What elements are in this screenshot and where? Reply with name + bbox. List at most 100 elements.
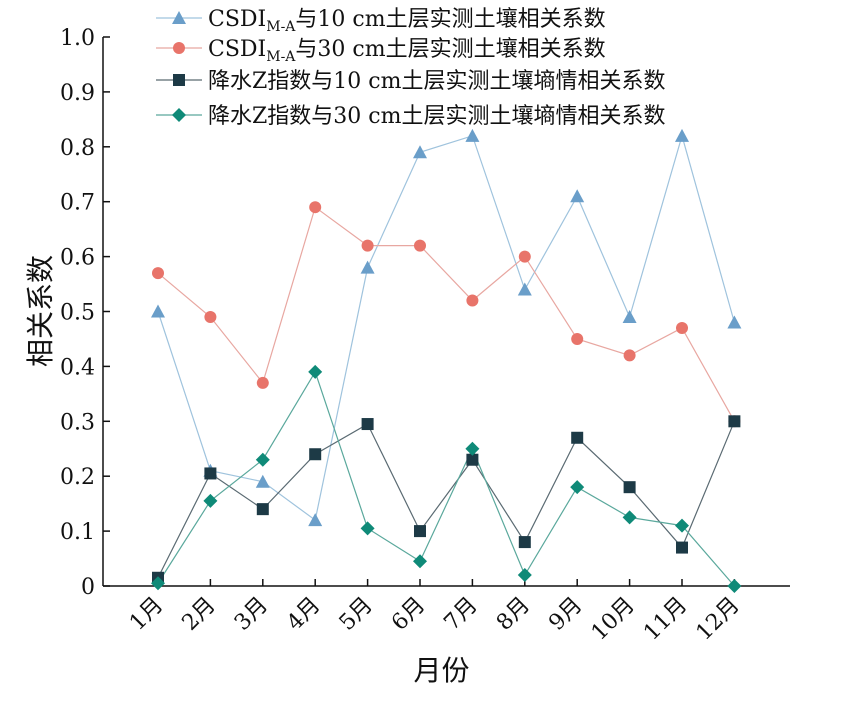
data-point — [256, 503, 269, 516]
y-tick-label: 0.6 — [60, 246, 95, 271]
data-point — [517, 282, 532, 296]
y-ticks: 0 0.1 0.2 0.3 0.4 0.5 0.6 0.7 0.8 0.9 1.0 — [60, 26, 110, 600]
data-point — [465, 441, 480, 456]
data-point — [676, 541, 688, 554]
y-tick-label: 0.4 — [60, 355, 95, 380]
data-point — [571, 431, 584, 444]
data-point — [675, 518, 689, 533]
data-point — [204, 310, 217, 323]
legend-marker — [172, 108, 186, 122]
legend-marker — [172, 11, 186, 24]
legend-item-1: CSDIM-A与10 cm土层实测土壤相关系数 — [156, 7, 606, 35]
series-line-3 — [157, 421, 735, 579]
data-point — [361, 418, 374, 431]
legend-label: 降水Z指数与10 cm土层实测土壤墒情相关系数 — [208, 69, 665, 94]
data-point — [413, 554, 427, 569]
data-point — [255, 452, 270, 467]
y-tick-label: 0.9 — [60, 81, 95, 106]
series-1-points — [151, 128, 742, 527]
x-tick-label: 8月 — [492, 593, 535, 636]
series-line-1 — [157, 133, 735, 522]
data-point — [360, 260, 375, 274]
x-tick-label: 4月 — [282, 593, 325, 636]
data-point — [413, 145, 427, 159]
data-point — [203, 493, 218, 508]
data-point — [360, 521, 375, 536]
series-2-points — [152, 201, 741, 428]
data-point — [204, 467, 217, 480]
x-axis-title: 月份 — [413, 654, 469, 687]
legend-item-2: CSDIM-A与30 cm土层实测土壤相关系数 — [156, 37, 606, 65]
y-tick-label: 0.2 — [60, 465, 95, 490]
legend-marker — [173, 42, 185, 54]
series-4-points — [151, 364, 742, 593]
data-point — [518, 536, 531, 549]
legend-label-rest: 与10 cm土层实测土壤相关系数 — [295, 7, 605, 32]
data-point — [518, 250, 531, 263]
data-point — [623, 349, 636, 362]
data-point — [727, 315, 742, 329]
legend-label-main: 降水Z指数与10 cm土层实测土壤墒情相关系数 — [208, 69, 665, 94]
data-point — [623, 481, 636, 494]
x-tick-label: 12月 — [692, 593, 745, 646]
y-tick-label: 0.1 — [60, 520, 95, 545]
data-point — [675, 128, 689, 142]
data-point — [622, 309, 637, 323]
data-point — [309, 201, 322, 214]
legend-label: 降水Z指数与30 cm土层实测土壤墒情相关系数 — [208, 104, 665, 129]
legend-label-subscript: M-A — [266, 19, 296, 35]
y-tick-label: 0.8 — [60, 136, 95, 161]
data-point — [151, 304, 165, 318]
series-line-2 — [157, 206, 735, 422]
data-point — [570, 189, 585, 203]
series-markers — [151, 128, 742, 593]
data-point — [466, 294, 479, 307]
data-point — [309, 448, 322, 461]
data-point — [728, 415, 741, 428]
x-tick-label: 3月 — [230, 593, 273, 636]
data-point — [571, 332, 584, 345]
legend-label-rest: 与30 cm土层实测土壤相关系数 — [295, 37, 605, 62]
legend-label-main: 降水Z指数与30 cm土层实测土壤墒情相关系数 — [208, 104, 665, 129]
data-point — [727, 579, 742, 593]
legend-label: CSDIM-A与10 cm土层实测土壤相关系数 — [208, 7, 606, 35]
data-point — [152, 267, 164, 280]
series-3-points — [152, 415, 741, 584]
legend-item-3: 降水Z指数与10 cm土层实测土壤墒情相关系数 — [156, 69, 665, 94]
legend-marker — [173, 74, 185, 86]
data-point — [308, 364, 323, 379]
legend-label: CSDIM-A与30 cm土层实测土壤相关系数 — [208, 37, 606, 65]
legend-label-subscript: M-A — [266, 49, 296, 65]
x-ticks: 1月 2月 3月 4月 5月 6月 7月 8月 9月 10月 11月 12月 — [125, 579, 745, 646]
data-point — [414, 239, 426, 252]
data-point — [622, 510, 637, 525]
y-tick-label: 0.7 — [60, 191, 95, 216]
series-lines — [157, 133, 735, 587]
y-axis-title: 相关系数 — [24, 255, 57, 367]
x-tick-label: 7月 — [440, 593, 483, 636]
data-point — [517, 568, 532, 583]
y-tick-label: 0 — [81, 575, 95, 600]
data-point — [256, 376, 269, 389]
data-point — [361, 239, 374, 252]
x-tick-label: 9月 — [544, 593, 587, 636]
data-point — [255, 474, 270, 488]
y-tick-label: 1.0 — [60, 26, 95, 51]
data-point — [466, 453, 479, 466]
data-point — [465, 128, 480, 142]
data-point — [308, 513, 323, 527]
data-point — [151, 576, 165, 591]
x-tick-label: 2月 — [178, 593, 221, 636]
y-tick-label: 0.5 — [60, 301, 95, 326]
x-tick-label: 11月 — [639, 593, 692, 646]
series-line-4 — [157, 370, 735, 587]
legend-label-main: CSDI — [208, 37, 266, 62]
data-point — [570, 480, 585, 495]
x-tick-label: 6月 — [387, 593, 430, 636]
y-tick-label: 0.3 — [60, 410, 95, 435]
data-point — [414, 525, 426, 538]
x-tick-label: 10月 — [587, 593, 640, 646]
x-tick-label: 1月 — [125, 593, 168, 636]
legend-label-main: CSDI — [208, 7, 266, 32]
